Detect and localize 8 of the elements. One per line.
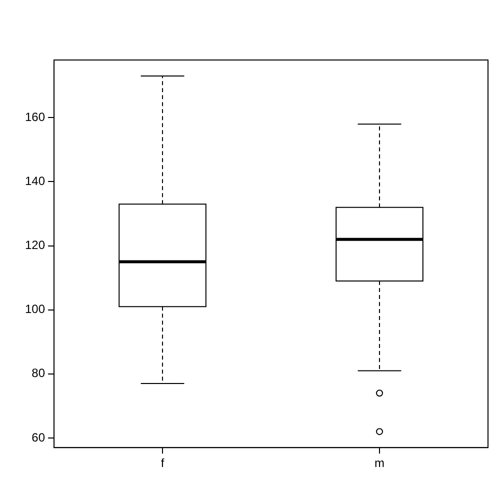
x-tick-label: m [374,456,385,470]
y-tick-label: 140 [24,174,46,188]
y-tick-label: 80 [32,366,46,380]
y-tick-label: 120 [24,238,46,252]
y-tick-label: 160 [24,110,46,124]
y-tick-label: 100 [24,302,46,316]
y-tick-label: 60 [32,430,46,444]
x-tick-label: f [160,456,165,470]
